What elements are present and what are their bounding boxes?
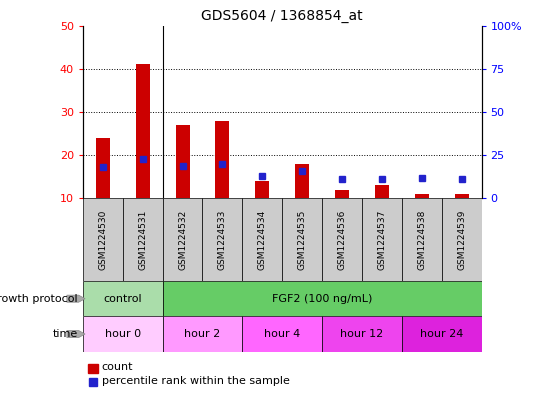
Text: hour 0: hour 0 [105,329,141,339]
Text: hour 24: hour 24 [420,329,463,339]
Bar [175,125,189,198]
Bar [442,198,482,281]
Bar [375,185,389,198]
Bar [335,190,349,198]
Bar [83,316,163,352]
Bar [163,316,242,352]
Bar [322,198,362,281]
Bar [163,281,482,316]
Bar [242,316,322,352]
Text: GSM1224535: GSM1224535 [297,209,307,270]
Bar [216,121,230,198]
Bar [136,64,150,198]
Bar [402,316,482,352]
Text: GSM1224534: GSM1224534 [258,209,267,270]
Text: GSM1224533: GSM1224533 [218,209,227,270]
Text: GSM1224531: GSM1224531 [138,209,147,270]
Bar [123,198,163,281]
Bar [322,316,402,352]
Text: count: count [102,362,133,373]
Bar [282,198,322,281]
Bar [242,198,282,281]
Text: growth protocol: growth protocol [0,294,78,304]
Text: GSM1224537: GSM1224537 [377,209,386,270]
Bar [295,164,309,198]
Bar [455,194,469,198]
Bar [415,194,429,198]
Bar [83,281,163,316]
Bar [163,198,202,281]
Text: GSM1224530: GSM1224530 [98,209,108,270]
Text: FGF2 (100 ng/mL): FGF2 (100 ng/mL) [272,294,372,304]
Text: GSM1224532: GSM1224532 [178,209,187,270]
Bar [83,198,123,281]
Bar [255,181,269,198]
Text: GSM1224539: GSM1224539 [457,209,466,270]
Bar [202,198,242,281]
Bar [362,198,402,281]
Text: hour 2: hour 2 [185,329,220,339]
Title: GDS5604 / 1368854_at: GDS5604 / 1368854_at [201,9,363,23]
Text: GSM1224538: GSM1224538 [417,209,426,270]
Text: control: control [103,294,142,304]
Text: percentile rank within the sample: percentile rank within the sample [102,376,289,386]
Bar [96,138,110,198]
Text: hour 12: hour 12 [340,329,384,339]
Text: GSM1224536: GSM1224536 [338,209,347,270]
Bar [402,198,442,281]
Text: hour 4: hour 4 [264,329,300,339]
Text: time: time [52,329,78,339]
